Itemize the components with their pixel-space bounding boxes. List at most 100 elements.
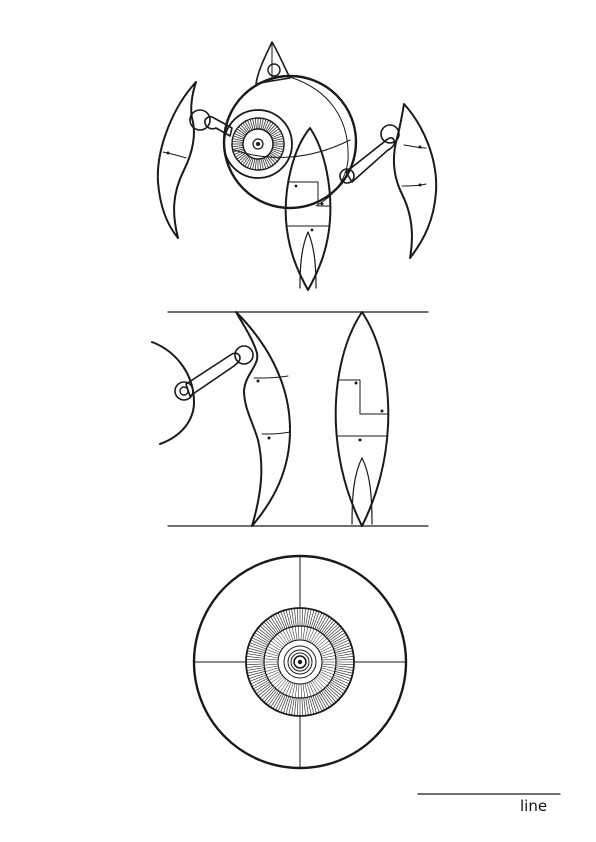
iris-hatch-line xyxy=(259,625,274,639)
iris-hatch-line xyxy=(262,118,267,131)
iris-hatch-line xyxy=(285,681,292,696)
iris-hatch-line xyxy=(274,677,286,689)
iris-hatch-line xyxy=(311,680,321,693)
iris-hatch-line xyxy=(268,126,278,135)
iris-hatch-line xyxy=(335,658,355,661)
iris-hatch-line xyxy=(294,607,297,627)
right-blade xyxy=(393,103,438,259)
iris-hatch-line xyxy=(312,695,320,713)
iris-ring xyxy=(287,649,313,675)
eye-front-view xyxy=(192,554,408,770)
iris-hatch-line xyxy=(279,680,289,693)
iris-hatch-line xyxy=(306,627,312,642)
iris-hatch-line xyxy=(317,614,328,632)
iris-hatch-line xyxy=(309,696,315,715)
iris-hatch-line xyxy=(313,633,323,646)
detail-arm xyxy=(174,345,254,401)
iris-hatch-line xyxy=(308,681,315,696)
iris-hatch-line xyxy=(257,627,273,640)
drawing-caption: line xyxy=(520,797,548,815)
iris-hatch-line xyxy=(321,658,337,661)
iris-hatch-line xyxy=(249,118,254,131)
iris-hatch-line xyxy=(283,695,290,714)
iris-hatch-line xyxy=(263,621,277,636)
iris-hatch-line xyxy=(242,122,250,133)
iris-hatch-line xyxy=(301,697,304,717)
iris-hatch-line xyxy=(331,678,349,687)
iris-hatch-line xyxy=(300,683,302,699)
iris-hatch-line xyxy=(260,158,264,170)
iris-hatch-line xyxy=(320,652,335,657)
horn-joint xyxy=(267,63,281,77)
iris-hatch-line xyxy=(246,669,266,674)
iris-hatch-line xyxy=(275,613,284,631)
iris-hatch-line xyxy=(254,632,271,643)
iris-hatch-line xyxy=(252,158,256,170)
iris-hatch-line xyxy=(291,608,295,627)
iris-hatch-line xyxy=(269,152,280,160)
iris-hatch-line xyxy=(266,669,280,675)
top-horn xyxy=(255,41,291,85)
iris-hatch-line xyxy=(308,628,315,643)
iris-hatch-line xyxy=(247,647,266,653)
iris-hatch-line xyxy=(244,121,251,132)
iris-hatch-line xyxy=(294,626,298,641)
iris-hatch-line xyxy=(266,649,280,655)
iris-hatch-line xyxy=(263,663,279,666)
detail-side-view xyxy=(151,311,429,527)
iris-hatch-line xyxy=(332,639,350,648)
iris-hatch-line xyxy=(267,618,280,634)
iris-hatch-line xyxy=(333,645,352,652)
iris-hatch-line xyxy=(285,609,291,628)
iris-hatch-line xyxy=(322,689,335,705)
iris-hatch-line xyxy=(248,672,267,679)
iris-hatch-line xyxy=(294,683,298,698)
front-blade xyxy=(284,127,332,291)
iris-hatch-line xyxy=(272,638,284,648)
iris-hatch-line xyxy=(280,695,288,713)
iris-ring xyxy=(290,652,310,672)
iris-hatch-line xyxy=(268,643,282,651)
iris-hatch-line xyxy=(335,663,355,666)
iris-hatch-line xyxy=(268,673,282,681)
iris-hatch-line xyxy=(236,128,247,136)
iris-hatch-line xyxy=(282,630,290,643)
iris-hatch-line xyxy=(302,683,306,698)
iris-hatch-line xyxy=(285,696,291,715)
iris-hatch-line xyxy=(250,639,268,648)
iris-hatch-line xyxy=(231,145,244,148)
robot-perspective-view xyxy=(156,41,438,291)
iris-hatch-line xyxy=(250,676,268,685)
iris-hatch-line xyxy=(330,679,348,690)
iris-hatch-line xyxy=(231,140,244,143)
iris-hatch-line xyxy=(316,638,328,648)
iris-hatch-line xyxy=(323,621,337,636)
iris-hatch-line xyxy=(300,625,302,641)
iris-hatch-line xyxy=(270,616,281,633)
iris-hatch-line xyxy=(246,650,266,655)
iris-hatch-line xyxy=(267,154,276,164)
iris-hatch-line xyxy=(296,607,299,627)
iris-hatch-line xyxy=(270,130,281,137)
iris-hatch-line xyxy=(274,635,286,647)
iris-hatch-line xyxy=(259,158,262,171)
iris-hatch-line xyxy=(252,118,256,130)
iris-hatch-line xyxy=(325,623,339,637)
iris-hatch-line xyxy=(330,634,348,645)
iris-hatch-line xyxy=(317,692,328,710)
iris-hatch-line xyxy=(334,669,354,674)
iris-hatch-line xyxy=(304,683,309,698)
iris-hatch-line xyxy=(335,656,355,659)
iris-hatch-line xyxy=(261,623,275,637)
iris-hatch-line xyxy=(298,625,300,641)
iris-hatch-line xyxy=(240,124,249,134)
left-leg xyxy=(156,81,233,239)
iris-hatch-line xyxy=(270,640,283,650)
iris-hatch-line xyxy=(254,681,271,692)
iris-hatch-line xyxy=(247,119,253,131)
iris-hatch-line xyxy=(320,669,334,675)
iris-hatch-line xyxy=(251,678,269,687)
iris-hatch-line xyxy=(263,157,269,169)
iris-hatch-line xyxy=(272,140,285,143)
iris-hatch-line xyxy=(265,667,280,672)
